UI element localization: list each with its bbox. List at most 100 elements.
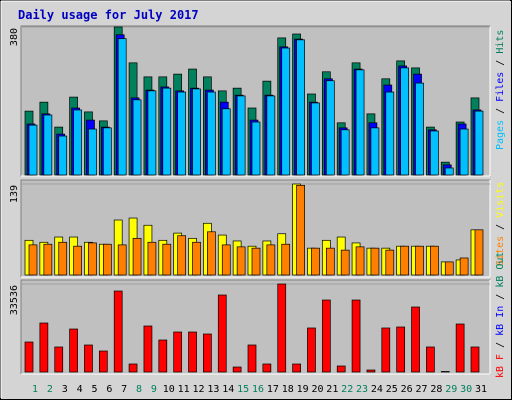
x-tick-label: 31 (475, 384, 487, 395)
bar (311, 102, 320, 176)
bar (54, 346, 64, 373)
bar (370, 127, 380, 176)
bar (430, 130, 439, 176)
bar (113, 290, 123, 373)
bar (266, 244, 276, 276)
legend-separator: / (495, 54, 506, 72)
bar (132, 237, 142, 276)
x-tick-label: 24 (371, 384, 383, 395)
bar (102, 243, 112, 276)
bar (444, 167, 454, 176)
bar (203, 333, 212, 373)
bar (400, 67, 410, 176)
bar (147, 241, 157, 276)
legend: Sites / Visits (495, 182, 506, 266)
bar (307, 327, 316, 373)
legend-entry: kB Out (495, 252, 506, 288)
bar (73, 109, 82, 176)
bar (321, 299, 331, 373)
bar (370, 247, 380, 276)
x-tick-label: 29 (445, 384, 457, 395)
bar (73, 245, 82, 276)
legend: Pages / Files / Hits (495, 30, 506, 150)
bar (207, 91, 216, 176)
bar (262, 363, 272, 373)
bar (98, 350, 108, 373)
bar (88, 128, 97, 176)
x-tick-label: 1 (32, 384, 38, 395)
x-tick-label: 26 (401, 384, 413, 395)
x-tick-label: 30 (460, 384, 472, 395)
bar (43, 114, 53, 176)
bar (217, 294, 227, 373)
x-tick-label: 13 (207, 384, 219, 395)
x-tick-label: 22 (341, 384, 353, 395)
bar (277, 283, 287, 373)
bar (39, 322, 49, 373)
y-tick-label: 380 (9, 28, 20, 46)
bar (385, 249, 395, 276)
bar (455, 323, 465, 373)
bar (58, 135, 68, 176)
bar (415, 245, 424, 276)
chart-title: Daily usage for July 2017 (18, 8, 199, 22)
x-tick-label: 23 (356, 384, 368, 395)
bar (221, 244, 231, 276)
bar (162, 243, 172, 276)
x-tick-label: 25 (386, 384, 398, 395)
bar (440, 371, 450, 373)
bar (58, 241, 68, 276)
bar (444, 261, 454, 276)
bar (173, 331, 183, 373)
bar (102, 127, 112, 176)
bar (292, 363, 301, 373)
y-tick-label: 139 (9, 185, 20, 203)
legend-entry: Sites (495, 236, 506, 266)
x-tick-label: 28 (430, 384, 442, 395)
bar (340, 129, 350, 176)
bar (128, 363, 138, 373)
x-tick-label: 2 (47, 384, 53, 395)
bar (281, 243, 291, 276)
bar (251, 121, 261, 176)
bar (474, 110, 484, 176)
legend-entry: Hits (495, 30, 506, 54)
legend-entry: Files (495, 72, 506, 102)
legend-separator: / (495, 102, 506, 120)
x-tick-label: 7 (121, 384, 127, 395)
bar (470, 346, 480, 373)
bar (28, 244, 38, 276)
x-tick-label: 4 (77, 384, 83, 395)
legend-separator: / (495, 288, 506, 306)
bar (266, 95, 276, 176)
bar (236, 95, 246, 176)
bar (28, 124, 38, 176)
x-tick-label: 17 (267, 384, 279, 395)
y-tick-label: 33536 (9, 285, 20, 315)
bar (236, 246, 246, 276)
bar (381, 327, 391, 373)
bar (426, 346, 435, 373)
bar (251, 247, 261, 276)
bar (192, 88, 201, 176)
legend-separator: / (495, 336, 506, 354)
x-tick-label: 9 (151, 384, 157, 395)
bar (396, 326, 406, 373)
bar (459, 128, 469, 176)
x-tick-label: 18 (282, 384, 294, 395)
bar (459, 257, 469, 276)
bar (207, 231, 216, 276)
bar (188, 331, 197, 373)
legend-entry: Pages (495, 120, 506, 150)
bar (355, 246, 365, 276)
bar (43, 243, 53, 276)
legend: kB F / kB In / kB Out (495, 252, 506, 378)
bar (281, 47, 291, 176)
bar (132, 99, 142, 176)
bar (162, 87, 172, 176)
legend-entry: kB F (495, 354, 506, 378)
legend-separator: / (495, 218, 506, 236)
bar (117, 38, 127, 176)
x-tick-label: 3 (62, 384, 68, 395)
bar (221, 108, 231, 176)
